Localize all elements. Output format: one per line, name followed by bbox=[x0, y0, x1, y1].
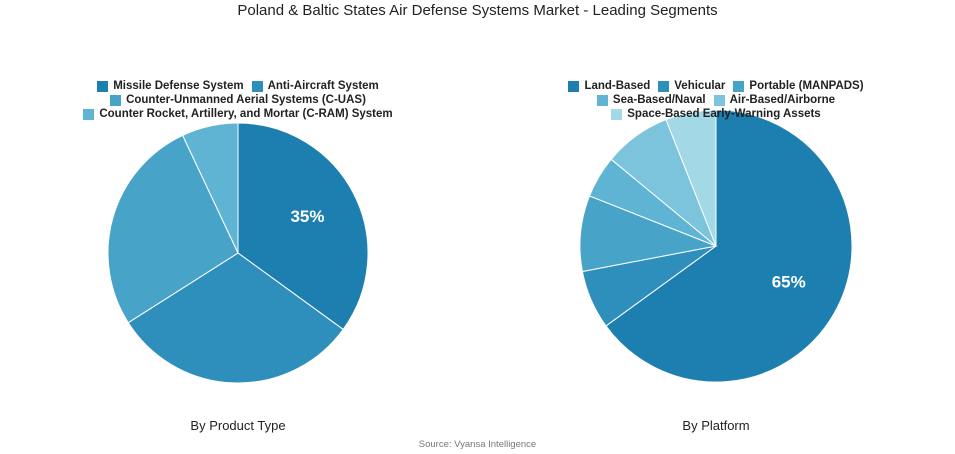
legend-label: Sea-Based/Naval bbox=[612, 94, 706, 106]
value-label: 65% bbox=[772, 273, 806, 292]
legend-label: Counter-Unmanned Aerial Systems (C-UAS) bbox=[126, 94, 366, 106]
legend-swatch bbox=[83, 108, 95, 120]
legend: Missile Defense System Anti-Aircraft Syst… bbox=[78, 80, 398, 120]
chart-subtitle: By Product Type bbox=[190, 418, 286, 433]
pie-slice bbox=[605, 109, 853, 383]
legend-item: Counter Rocket, Artillery, and Mortar (C… bbox=[83, 108, 393, 120]
pie-slice bbox=[237, 122, 369, 331]
legend-item: Space-Based Early-Warning Assets bbox=[611, 108, 821, 120]
legend-item: Anti-Aircraft System bbox=[251, 80, 379, 92]
legend-label: Missile Defense System bbox=[113, 80, 244, 92]
legend-item: Vehicular bbox=[658, 80, 725, 92]
legend-swatch bbox=[611, 108, 623, 120]
pie-slice bbox=[107, 134, 239, 324]
pie-slice bbox=[665, 109, 717, 247]
legend-swatch bbox=[110, 94, 122, 106]
legend-label: Vehicular bbox=[674, 80, 726, 92]
legend-swatch bbox=[733, 80, 745, 92]
legend-label: Counter Rocket, Artillery, and Mortar (C… bbox=[99, 108, 393, 120]
legend-item: Air-Based/Airborne bbox=[713, 94, 836, 106]
chart-subtitle: By Platform bbox=[682, 418, 750, 433]
legend: Land-Based Vehicular Portable (MANPADS) Sea… bbox=[511, 80, 921, 120]
page-title: Poland & Baltic States Air Defense Syste… bbox=[237, 2, 718, 19]
legend-label: Land-Based bbox=[584, 80, 651, 92]
legend-label: Anti-Aircraft System bbox=[267, 80, 379, 92]
legend-item: Counter-Unmanned Aerial Systems (C-UAS) bbox=[110, 94, 366, 106]
legend-swatch bbox=[568, 80, 580, 92]
legend-label: Space-Based Early-Warning Assets bbox=[627, 108, 821, 120]
legend-swatch bbox=[713, 94, 725, 106]
legend-swatch bbox=[596, 94, 608, 106]
legend-swatch bbox=[251, 80, 263, 92]
legend-swatch bbox=[97, 80, 109, 92]
source: Source: Vyansa Intelligence bbox=[418, 439, 537, 450]
legend-item: Sea-Based/Naval bbox=[596, 94, 706, 106]
value-label: 35% bbox=[290, 207, 324, 226]
legend-item: Land-Based bbox=[568, 80, 650, 92]
legend-item: Portable (MANPADS) bbox=[733, 80, 864, 92]
legend-label: Air-Based/Airborne bbox=[729, 94, 836, 106]
pie-slice bbox=[181, 122, 239, 254]
pie-slice bbox=[127, 252, 344, 384]
legend-swatch bbox=[658, 80, 670, 92]
legend-label: Portable (MANPADS) bbox=[749, 80, 864, 92]
legend-item: Missile Defense System bbox=[97, 80, 244, 92]
